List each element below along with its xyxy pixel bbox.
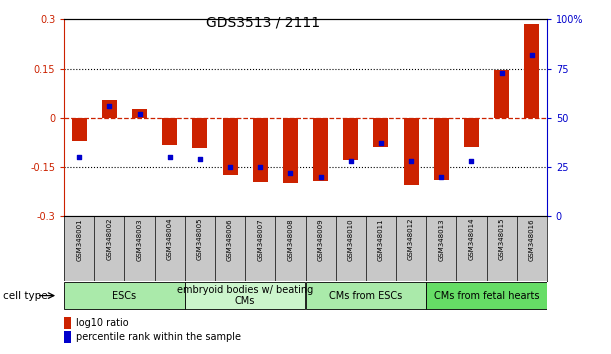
Text: GSM348001: GSM348001 [76,218,82,261]
Point [467,158,477,164]
Text: GSM348002: GSM348002 [106,218,112,261]
Bar [283,118,298,183]
Bar [102,100,117,118]
Point [436,174,446,179]
Point [75,154,84,160]
Text: GSM348014: GSM348014 [469,218,474,261]
Text: embryoid bodies w/ beating
CMs: embryoid bodies w/ beating CMs [177,285,313,307]
Point [225,164,235,170]
Point [104,103,114,109]
Point [497,70,507,75]
Point [285,170,295,176]
Text: GSM348013: GSM348013 [438,218,444,261]
Text: CMs from fetal hearts: CMs from fetal hearts [434,291,540,301]
Bar [373,118,389,147]
Bar [253,118,268,182]
Point [527,52,536,58]
Point [165,154,175,160]
Text: CMs from ESCs: CMs from ESCs [329,291,403,301]
FancyBboxPatch shape [426,282,547,309]
Text: GSM348010: GSM348010 [348,218,354,261]
Text: GSM348016: GSM348016 [529,218,535,261]
Bar [132,109,147,118]
FancyBboxPatch shape [306,282,426,309]
Text: GSM348009: GSM348009 [318,218,324,261]
Point [134,111,144,116]
Text: cell type: cell type [3,291,48,301]
Text: ESCs: ESCs [112,291,136,301]
Text: GSM348011: GSM348011 [378,218,384,261]
Text: GSM348015: GSM348015 [499,218,505,261]
Bar [64,317,71,329]
Bar [162,118,177,144]
Text: GSM348004: GSM348004 [167,218,173,261]
Text: GSM348005: GSM348005 [197,218,203,261]
Bar [403,118,419,185]
Point [346,158,356,164]
Point [195,156,205,162]
FancyBboxPatch shape [64,282,185,309]
Bar [71,118,87,141]
Bar [64,331,71,343]
Bar [464,118,479,147]
Point [255,164,265,170]
FancyBboxPatch shape [185,282,306,309]
Bar [313,118,328,181]
Text: GDS3513 / 2111: GDS3513 / 2111 [206,16,320,30]
Bar [494,70,509,118]
Point [316,174,326,179]
Text: percentile rank within the sample: percentile rank within the sample [76,332,241,342]
Text: GSM348012: GSM348012 [408,218,414,261]
Bar [524,24,540,118]
Text: GSM348007: GSM348007 [257,218,263,261]
Bar [222,118,238,175]
Point [376,141,386,146]
Text: GSM348006: GSM348006 [227,218,233,261]
Point [406,158,416,164]
Bar [434,118,449,180]
Bar [192,118,208,148]
Bar [343,118,358,160]
Text: GSM348003: GSM348003 [137,218,142,261]
Text: GSM348008: GSM348008 [287,218,293,261]
Text: log10 ratio: log10 ratio [76,318,129,328]
